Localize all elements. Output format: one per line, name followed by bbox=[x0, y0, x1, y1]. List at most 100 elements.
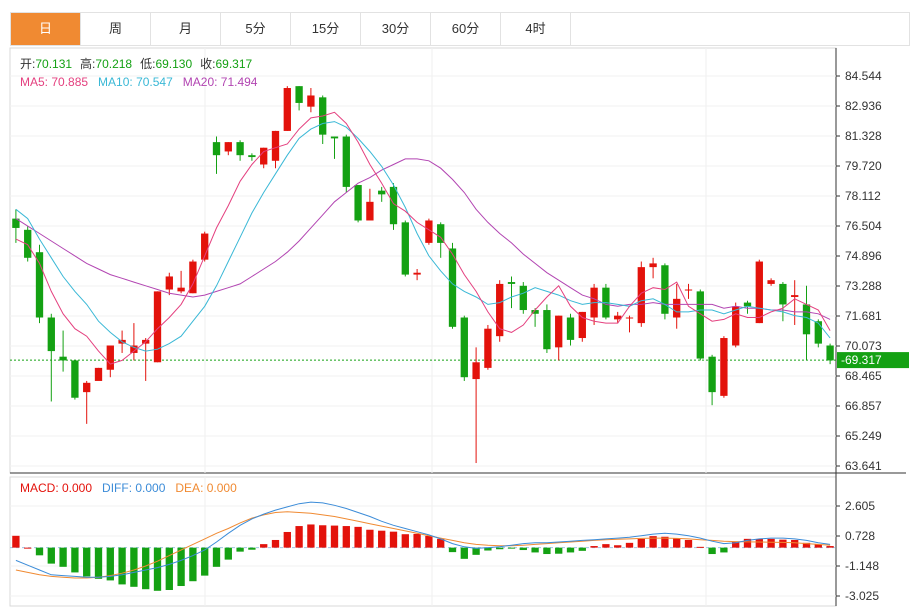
macd-bar bbox=[448, 547, 457, 553]
ohlc-label: 开: bbox=[20, 57, 35, 71]
candle-body bbox=[389, 186, 398, 225]
candle-body bbox=[496, 283, 504, 337]
macd-bar bbox=[236, 547, 244, 552]
macd-bar bbox=[389, 531, 398, 548]
tab-1[interactable]: 周 bbox=[81, 13, 151, 45]
candle-body bbox=[165, 276, 173, 290]
candle-body bbox=[342, 136, 350, 187]
macd-bar bbox=[696, 546, 704, 548]
ma10-line bbox=[15, 121, 831, 352]
macd-bar bbox=[496, 547, 504, 550]
macd-bar bbox=[59, 547, 67, 567]
candle-body bbox=[614, 315, 622, 320]
macd-bar bbox=[791, 539, 799, 548]
macd-bar bbox=[566, 547, 575, 553]
ohlc-label: 高: bbox=[80, 56, 95, 71]
tab-5[interactable]: 30分 bbox=[361, 13, 431, 45]
macd-bar bbox=[578, 547, 586, 551]
macd-bar bbox=[47, 547, 55, 564]
ma5-line bbox=[15, 111, 831, 365]
candle-body bbox=[12, 218, 20, 228]
tab-3[interactable]: 5分 bbox=[221, 13, 291, 45]
tab-2[interactable]: 月 bbox=[151, 13, 221, 45]
candle-body bbox=[354, 185, 362, 221]
candle-body bbox=[684, 289, 693, 291]
macd-bar bbox=[106, 547, 114, 581]
candle-body bbox=[555, 315, 563, 348]
macd-bar bbox=[661, 536, 669, 548]
macd-bar bbox=[555, 547, 563, 554]
macd-bar bbox=[743, 538, 752, 548]
macd-bar bbox=[814, 544, 822, 548]
candle-body bbox=[283, 88, 291, 131]
candle-body bbox=[566, 317, 575, 340]
tab-0[interactable]: 日 bbox=[11, 13, 81, 45]
macd-tick-label: -1.148 bbox=[845, 559, 879, 573]
candle-body bbox=[720, 338, 728, 396]
tab-4[interactable]: 15分 bbox=[291, 13, 361, 45]
macd-legend-item: DEA: 0.000 bbox=[175, 481, 237, 495]
macd-bar bbox=[35, 547, 44, 556]
candle-body bbox=[472, 362, 480, 380]
macd-bar bbox=[71, 547, 79, 573]
macd-bar bbox=[437, 538, 445, 548]
price-tick-label: 71.681 bbox=[845, 309, 882, 323]
candle-body bbox=[779, 283, 787, 305]
macd-tick-label: 2.605 bbox=[845, 499, 875, 513]
candle-body bbox=[212, 142, 221, 156]
candle-body bbox=[696, 291, 704, 359]
price-tick-label: 65.249 bbox=[845, 429, 882, 443]
candle-body bbox=[236, 142, 244, 156]
candle-body bbox=[437, 224, 445, 243]
macd-bar bbox=[472, 547, 480, 555]
macd-bar bbox=[684, 539, 693, 548]
candle-body bbox=[425, 220, 433, 243]
candle-body bbox=[224, 142, 232, 152]
macd-bar bbox=[484, 547, 492, 551]
candle-body bbox=[35, 252, 44, 318]
price-tick-label: 73.288 bbox=[845, 279, 882, 293]
candle-body bbox=[708, 356, 716, 393]
macd-bar bbox=[224, 547, 232, 560]
price-panel-frame bbox=[9, 47, 837, 474]
candle-body bbox=[755, 261, 763, 324]
macd-bar bbox=[118, 547, 126, 585]
ohlc-label: 低: bbox=[140, 57, 155, 71]
price-tick-label: 68.465 bbox=[845, 369, 882, 383]
price-tick-label: 66.857 bbox=[845, 399, 882, 413]
candle-body bbox=[507, 282, 516, 284]
macd-bar bbox=[189, 547, 197, 582]
ohlc-value: 69.130 bbox=[155, 57, 192, 71]
candle-body bbox=[625, 317, 634, 319]
candle-body bbox=[47, 317, 55, 352]
macd-bar bbox=[673, 538, 681, 548]
price-tick-label: 81.328 bbox=[845, 129, 882, 143]
ohlc-value: 70.218 bbox=[95, 57, 132, 71]
tab-7[interactable]: 4时 bbox=[501, 13, 571, 45]
macd-bar bbox=[260, 544, 268, 548]
macd-bar bbox=[590, 546, 598, 548]
candle-body bbox=[401, 222, 409, 275]
macd-bar bbox=[720, 547, 728, 553]
diff-line bbox=[15, 501, 831, 578]
macd-bar bbox=[614, 545, 622, 548]
ma20-line bbox=[15, 158, 831, 320]
price-tick-label: 76.504 bbox=[845, 219, 882, 233]
candle-body bbox=[743, 302, 752, 307]
candle-body bbox=[460, 317, 468, 378]
macd-bar bbox=[625, 542, 634, 548]
candle-body bbox=[106, 345, 114, 370]
candle-body bbox=[378, 190, 386, 195]
candle-body bbox=[307, 95, 315, 107]
candle-body bbox=[24, 229, 32, 258]
price-tick-label: 79.720 bbox=[845, 159, 882, 173]
tab-6[interactable]: 60分 bbox=[431, 13, 501, 45]
price-tick-label: 78.112 bbox=[845, 189, 881, 203]
candle-body bbox=[130, 345, 138, 353]
macd-bar bbox=[271, 539, 280, 548]
macd-bar bbox=[201, 547, 209, 576]
ma-legend: MA5: 70.885 MA10: 70.547 MA20: 71.494 bbox=[20, 75, 258, 89]
candle-body bbox=[189, 261, 197, 294]
macd-bar bbox=[24, 547, 32, 549]
candle-body bbox=[543, 310, 551, 350]
